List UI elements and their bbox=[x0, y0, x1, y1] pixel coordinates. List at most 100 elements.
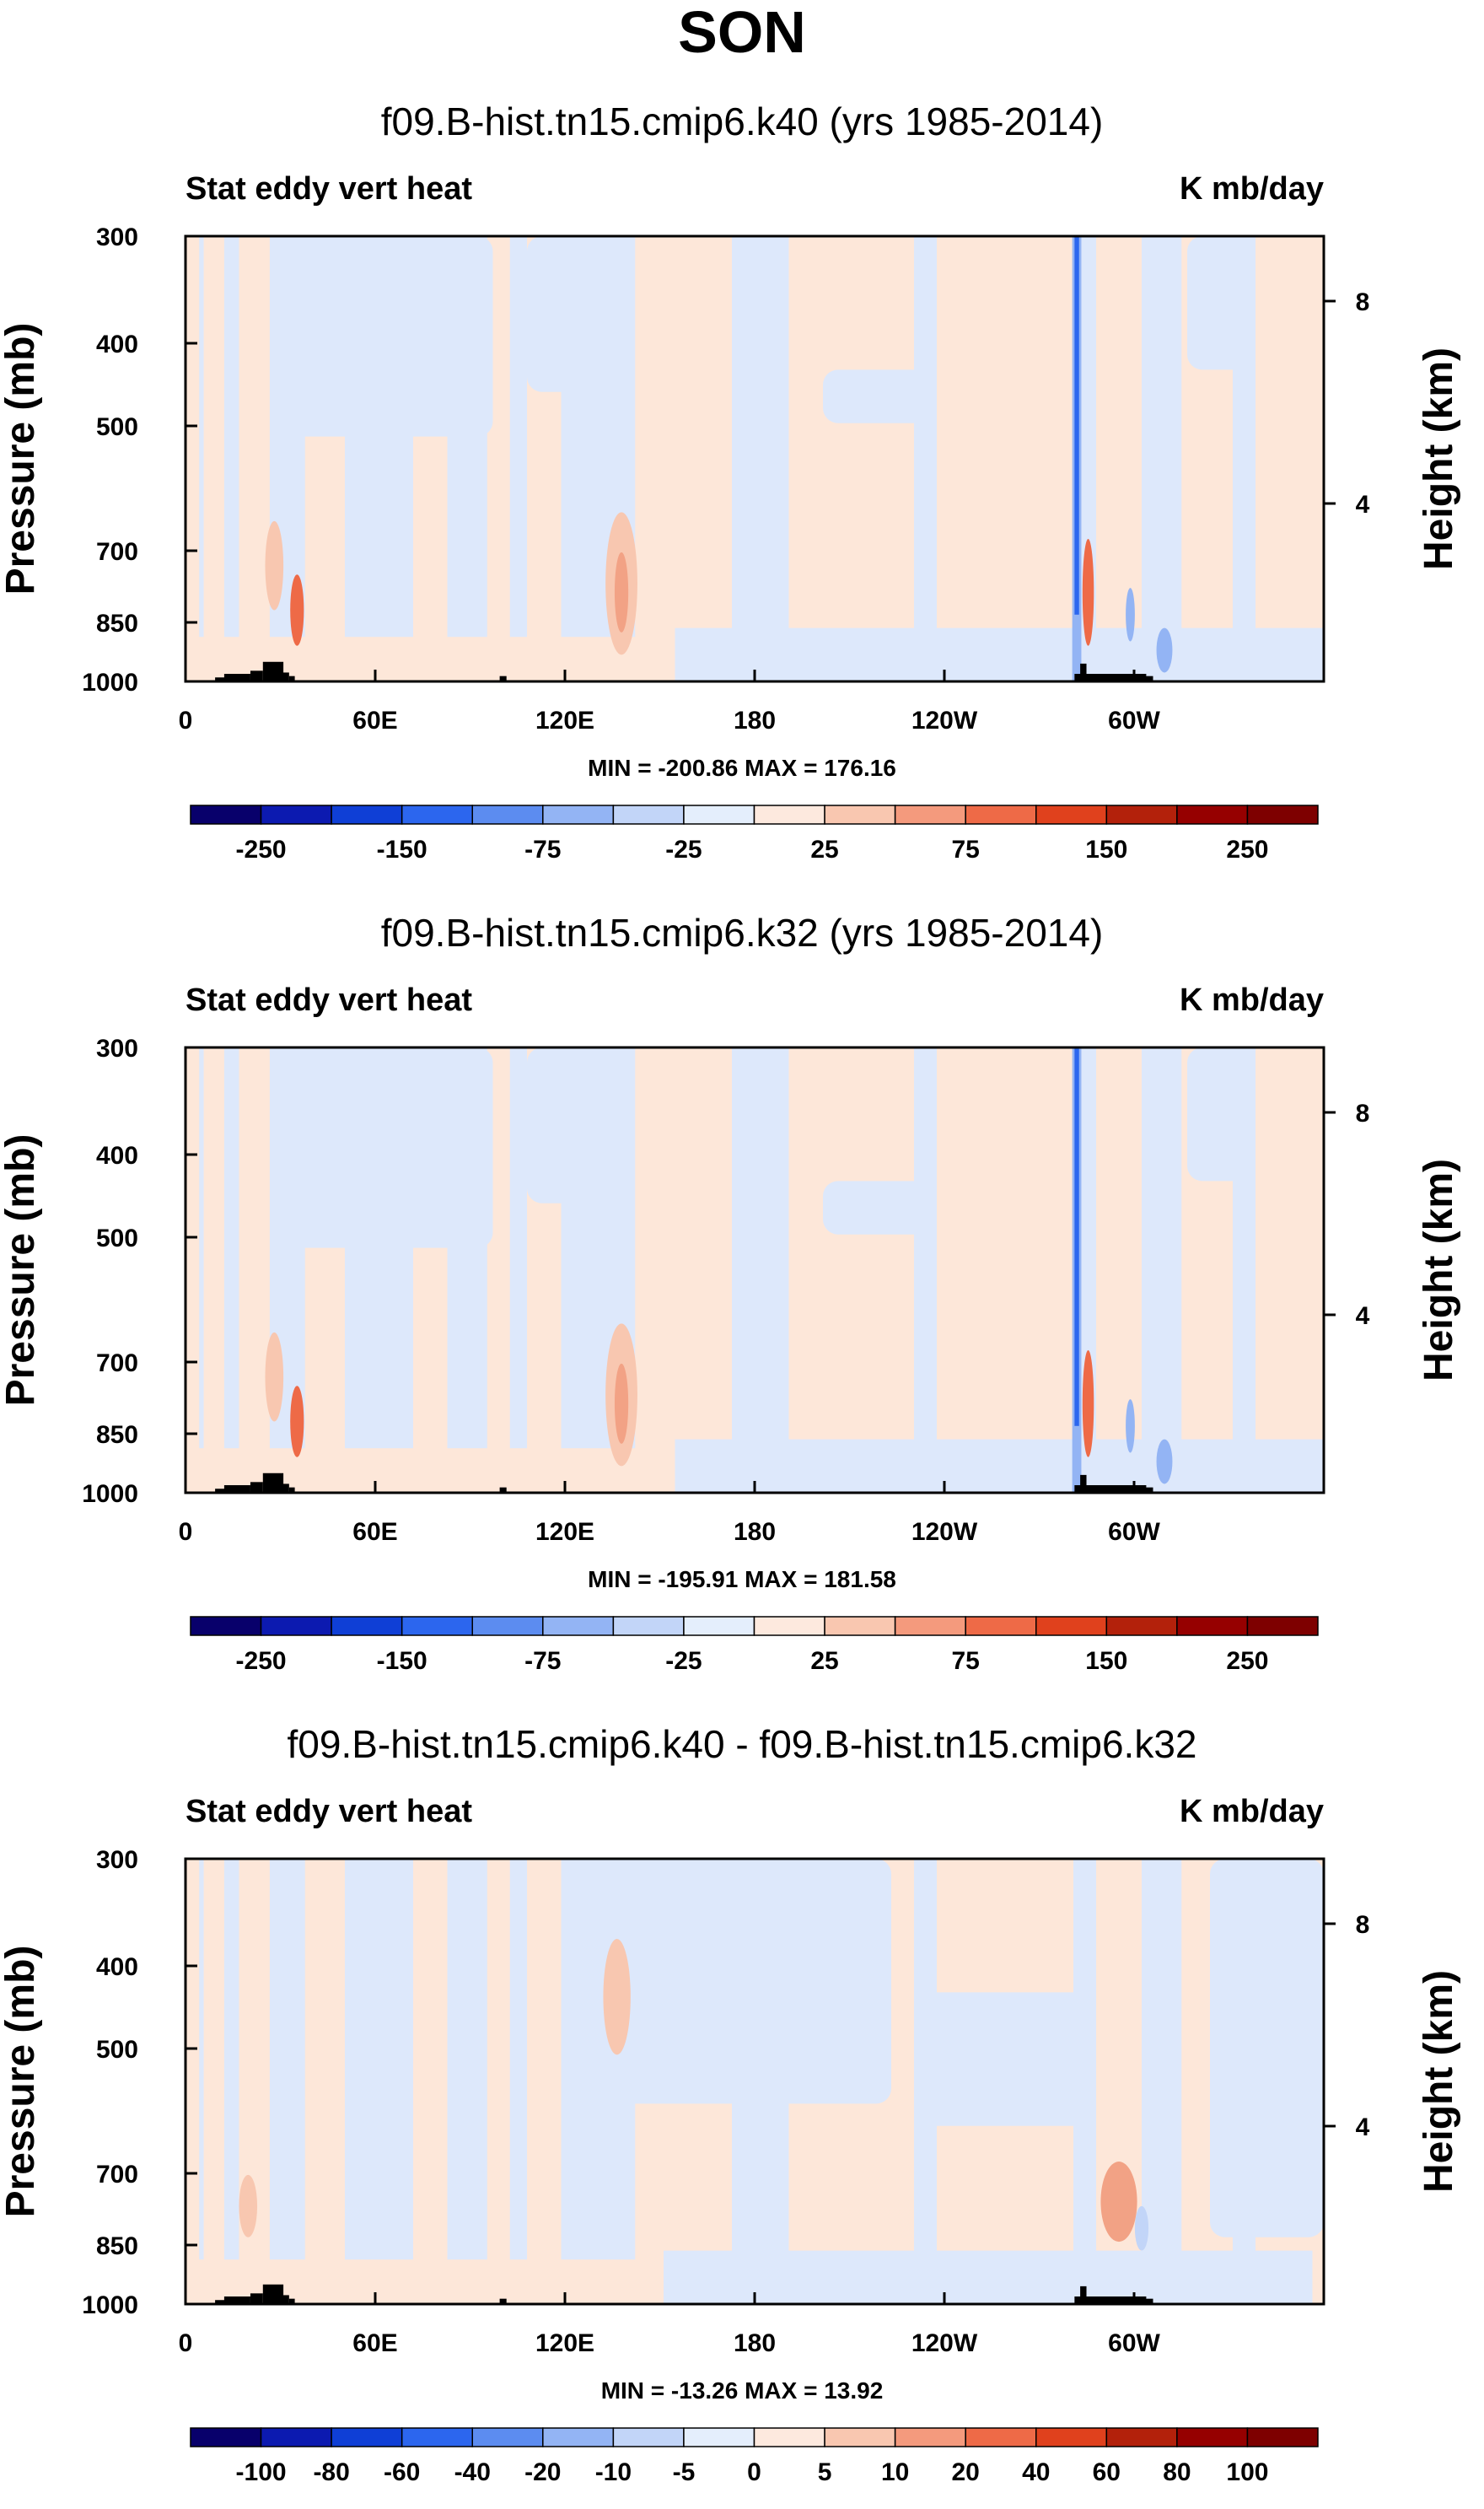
contour-blob bbox=[614, 1363, 629, 1444]
y-right-tick-label: 4 bbox=[1356, 2113, 1370, 2141]
colorbar-box bbox=[471, 1616, 544, 1636]
x-tick-label: 60E bbox=[352, 1518, 397, 1546]
x-tick-label: 60W bbox=[1108, 1518, 1160, 1546]
contour-blob bbox=[1134, 2205, 1149, 2251]
x-tick-label: 120E bbox=[535, 707, 594, 735]
colorbar-box bbox=[542, 2427, 615, 2447]
colorbar-label: -100 bbox=[236, 2458, 287, 2486]
y-tick-label: 300 bbox=[96, 223, 138, 251]
x-tick-label: 0 bbox=[179, 1518, 193, 1546]
topography-block bbox=[223, 1485, 250, 1493]
colorbar-box bbox=[471, 805, 544, 825]
colorbar-box bbox=[894, 2427, 966, 2447]
negative-jet-core bbox=[1074, 1047, 1079, 1426]
negative-region bbox=[199, 1047, 204, 1449]
colorbar-box bbox=[824, 1616, 896, 1636]
y-tick-label: 300 bbox=[96, 1035, 138, 1063]
colorbar-label: 60 bbox=[1093, 2458, 1121, 2486]
colorbar-label: -25 bbox=[665, 836, 702, 864]
topography-block bbox=[1074, 1485, 1084, 1493]
colorbar-box bbox=[1176, 1616, 1249, 1636]
topography-block bbox=[1074, 674, 1084, 681]
y-tick-label: 850 bbox=[96, 1421, 138, 1449]
colorbar-label: 25 bbox=[810, 1647, 838, 1675]
colorbar-box bbox=[1246, 2427, 1319, 2447]
colorbar-box bbox=[401, 2427, 473, 2447]
negative-region bbox=[509, 1047, 527, 1449]
negative-region bbox=[223, 1859, 239, 2260]
negative-region bbox=[823, 369, 937, 423]
colorbar-box bbox=[1105, 805, 1178, 825]
colorbar-label: -150 bbox=[377, 1647, 427, 1675]
topography-block bbox=[282, 672, 289, 681]
y-right-tick-label: 4 bbox=[1356, 491, 1370, 519]
topography-block bbox=[1083, 1485, 1147, 1493]
x-tick-label: 180 bbox=[734, 707, 776, 735]
colorbar-label: -5 bbox=[673, 2458, 696, 2486]
colorbar-label: 0 bbox=[747, 2458, 761, 2486]
colorbar-box bbox=[612, 2427, 685, 2447]
negative-surface-layer bbox=[664, 2250, 1313, 2304]
x-tick-label: 60E bbox=[352, 2329, 397, 2357]
colorbar-box bbox=[471, 2427, 544, 2447]
topography-block bbox=[275, 666, 282, 681]
negative-region bbox=[223, 236, 239, 638]
topography-block bbox=[215, 1489, 229, 1493]
colorbar-box bbox=[965, 805, 1037, 825]
units-label: K mb/day bbox=[1180, 983, 1324, 1018]
y-axis-label: Pressure (mb) bbox=[0, 1134, 43, 1407]
y-right-tick-label: 8 bbox=[1356, 288, 1370, 316]
y-tick-label: 1000 bbox=[82, 1480, 138, 1508]
y-tick-label: 300 bbox=[96, 1846, 138, 1874]
topography-block bbox=[250, 2293, 263, 2304]
colorbar-box bbox=[1035, 2427, 1108, 2447]
panels: f09.B-hist.tn15.cmip6.k40 (yrs 1985-2014… bbox=[0, 100, 1461, 2486]
topography-block bbox=[282, 2295, 289, 2304]
colorbar-box bbox=[331, 805, 403, 825]
x-tick-label: 60W bbox=[1108, 2329, 1160, 2357]
colorbar-label: 100 bbox=[1226, 2458, 1268, 2486]
topography-block bbox=[1083, 674, 1147, 681]
y-right-axis-label: Height (km) bbox=[1417, 1970, 1461, 2193]
topography-block bbox=[275, 1478, 282, 1493]
x-tick-label: 0 bbox=[179, 2329, 193, 2357]
negative-region bbox=[732, 1047, 789, 1449]
negative-region bbox=[277, 236, 493, 437]
y-tick-label: 500 bbox=[96, 2036, 138, 2064]
colorbar-label: -250 bbox=[236, 836, 287, 864]
colorbar-box bbox=[824, 2427, 896, 2447]
colorbar-label: 75 bbox=[952, 1647, 980, 1675]
colorbar-box bbox=[1105, 1616, 1178, 1636]
variable-label: Stat eddy vert heat bbox=[186, 983, 472, 1018]
colorbar-box bbox=[542, 1616, 615, 1636]
colorbar-label: -60 bbox=[384, 2458, 420, 2486]
x-tick-label: 0 bbox=[179, 707, 193, 735]
colorbar-label: 5 bbox=[818, 2458, 832, 2486]
colorbar-box bbox=[401, 1616, 473, 1636]
contour-blob bbox=[239, 2174, 258, 2237]
colorbar-label: 25 bbox=[810, 836, 838, 864]
contour-field bbox=[186, 1047, 1324, 1493]
y-right-tick-label: 4 bbox=[1356, 1302, 1370, 1330]
negative-region bbox=[1187, 1047, 1255, 1182]
topography-block bbox=[1083, 2296, 1147, 2304]
colorbar-box bbox=[683, 2427, 755, 2447]
colorbar-box bbox=[894, 1616, 966, 1636]
units-label: K mb/day bbox=[1180, 171, 1324, 207]
topography-block bbox=[1074, 2296, 1084, 2304]
colorbar-box bbox=[1035, 805, 1108, 825]
colorbar-label: 20 bbox=[952, 2458, 980, 2486]
topography-block bbox=[1080, 2286, 1087, 2304]
y-tick-label: 700 bbox=[96, 538, 138, 566]
topography-block bbox=[282, 1483, 289, 1493]
negative-region bbox=[823, 1181, 937, 1235]
min-max-label: MIN = -13.26 MAX = 13.92 bbox=[601, 2377, 884, 2404]
colorbar-label: -75 bbox=[524, 836, 561, 864]
negative-region bbox=[914, 236, 937, 638]
topography-block bbox=[288, 2298, 295, 2304]
colorbar-box bbox=[1176, 805, 1249, 825]
colorbar-box bbox=[612, 805, 685, 825]
figure-title: SON bbox=[678, 0, 806, 65]
topography-block bbox=[250, 1482, 263, 1493]
